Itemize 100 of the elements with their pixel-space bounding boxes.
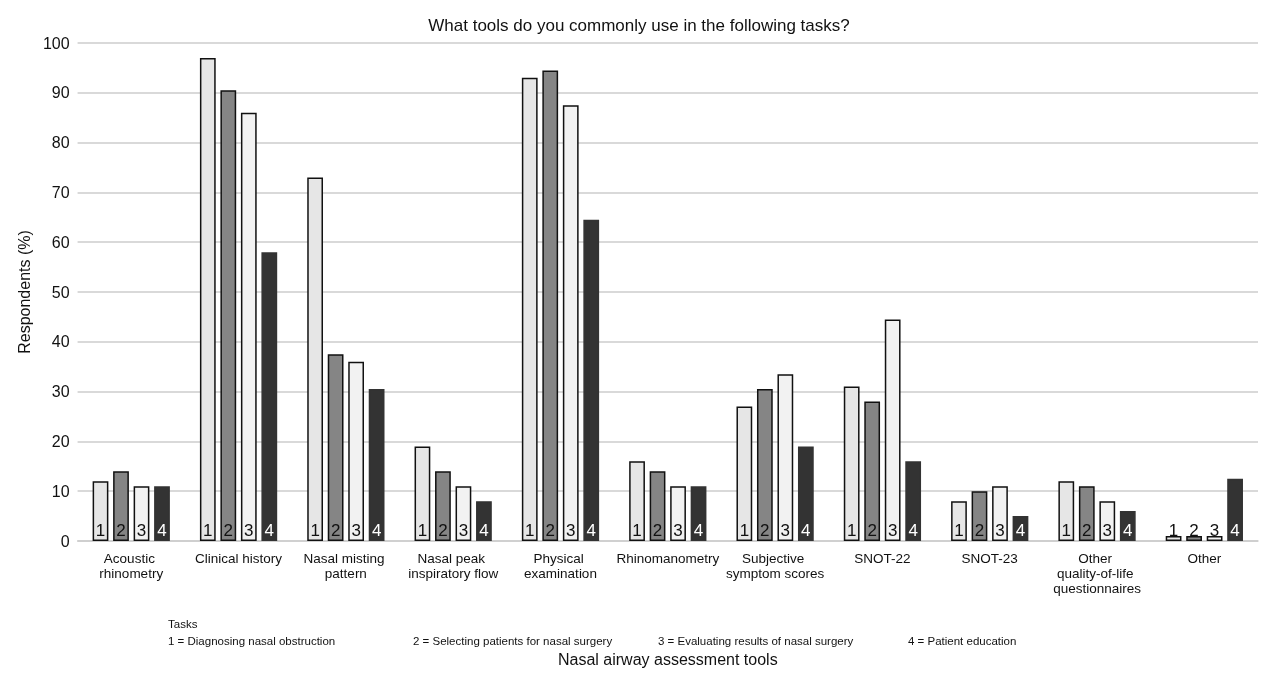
text: 1 xyxy=(1168,521,1179,540)
bar xyxy=(562,105,579,541)
text: 3 = Evaluating results of nasal surgery xyxy=(658,635,854,647)
bar xyxy=(1186,536,1202,541)
y-tick-label: 70 xyxy=(51,183,70,201)
text: 1 xyxy=(1061,521,1072,540)
bar xyxy=(1165,536,1182,541)
text: 3 xyxy=(673,521,683,540)
bar xyxy=(905,461,922,541)
y-tick-label: 20 xyxy=(51,432,70,450)
y-tick-label: 100 xyxy=(42,34,70,52)
bar xyxy=(476,501,492,541)
text: 4 = Patient education xyxy=(908,635,1017,647)
text: 4 xyxy=(1230,521,1240,540)
x-tick-label: Other quality-of-life questionnaires xyxy=(1053,551,1142,596)
text: 4 xyxy=(1123,521,1133,540)
text: 1 xyxy=(525,521,535,540)
x-tick-label: SNOT-22 xyxy=(854,551,911,566)
text: 3 xyxy=(780,521,791,540)
text: 1 = Diagnosing nasal obstruction xyxy=(168,635,336,647)
text: 3 xyxy=(1102,521,1113,540)
y-tick-label: 90 xyxy=(51,84,70,102)
text: 3 xyxy=(887,521,898,540)
chart-title: What tools do you commonly use in the following tasks? xyxy=(428,16,850,35)
text: Tasks xyxy=(168,618,198,630)
bar xyxy=(220,90,237,541)
text: 2 xyxy=(223,521,234,540)
bar xyxy=(884,319,901,541)
x-tick-label: Subjective symptom scores xyxy=(725,551,825,581)
text: 2 = Selecting patients for nasal surgery xyxy=(413,635,613,647)
bar xyxy=(307,177,324,541)
bar xyxy=(843,386,860,541)
text: 3 xyxy=(351,521,361,540)
bar xyxy=(521,77,538,541)
text: 3 xyxy=(458,521,469,540)
text: 1 xyxy=(417,521,428,540)
x-tick-label: Physical examination xyxy=(524,551,597,581)
text: 2 xyxy=(545,521,555,540)
text: 4 xyxy=(693,521,704,540)
bar xyxy=(154,486,170,541)
x-tick-label: Nasal misting pattern xyxy=(303,551,389,581)
y-tick-label: 30 xyxy=(51,383,70,401)
text: 1 xyxy=(310,521,320,540)
text: 4 xyxy=(264,521,275,540)
x-tick-label: Rhinomanometry xyxy=(616,551,720,566)
bar xyxy=(649,471,666,541)
text: 3 xyxy=(566,521,576,540)
bar xyxy=(542,70,559,541)
text: 4 xyxy=(586,521,596,540)
text: 4 xyxy=(371,521,382,540)
y-axis-title: Respondents (%) xyxy=(15,230,33,354)
bar xyxy=(1078,486,1095,541)
y-tick-label: 60 xyxy=(51,233,70,251)
text: 1 xyxy=(739,521,750,540)
bar xyxy=(756,389,773,541)
bar xyxy=(797,446,814,541)
text: 2 xyxy=(652,521,663,540)
bar xyxy=(864,401,881,541)
bar xyxy=(414,446,431,541)
bar xyxy=(368,389,385,541)
bar xyxy=(199,57,216,541)
bar xyxy=(435,471,451,541)
bar xyxy=(327,354,344,541)
bar xyxy=(261,252,278,541)
x-tick-label: Nasal peak inspiratory flow xyxy=(408,551,499,581)
bar xyxy=(951,501,967,541)
text: 1 xyxy=(954,521,964,540)
bar xyxy=(1099,501,1116,541)
y-tick-label: 40 xyxy=(51,333,70,351)
series-label: 4 xyxy=(157,521,167,540)
x-tick-label: Other xyxy=(1187,551,1222,566)
series-label: 2 xyxy=(116,521,126,540)
text: 3 xyxy=(244,521,254,540)
y-tick-label: 0 xyxy=(60,532,70,550)
text: 2 xyxy=(760,521,770,540)
text: 1 xyxy=(203,521,213,540)
x-tick-label: Clinical history xyxy=(195,551,283,566)
text: 4 xyxy=(908,521,918,540)
series-label: 1 xyxy=(95,521,106,540)
bar xyxy=(992,486,1008,541)
y-tick-label: 80 xyxy=(51,134,70,152)
bar xyxy=(348,361,364,541)
text: 2 xyxy=(867,521,877,540)
bar xyxy=(583,219,600,541)
text: 1 xyxy=(846,521,857,540)
y-tick-label: 10 xyxy=(51,482,70,500)
series-label: 3 xyxy=(136,521,147,540)
text: 2 xyxy=(330,521,341,540)
bar xyxy=(670,486,686,541)
x-tick-label: Acoustic rhinometry xyxy=(99,551,164,581)
text: 1 xyxy=(632,521,642,540)
text: 4 xyxy=(801,521,811,540)
bar xyxy=(777,374,794,541)
text: 4 xyxy=(479,521,489,540)
x-axis-title: Nasal airway assessment tools xyxy=(557,650,778,668)
text: 2 xyxy=(1082,521,1092,540)
text: 4 xyxy=(1015,521,1026,540)
text: 2 xyxy=(974,521,985,540)
text: 2 xyxy=(438,521,448,540)
bar xyxy=(92,481,109,541)
